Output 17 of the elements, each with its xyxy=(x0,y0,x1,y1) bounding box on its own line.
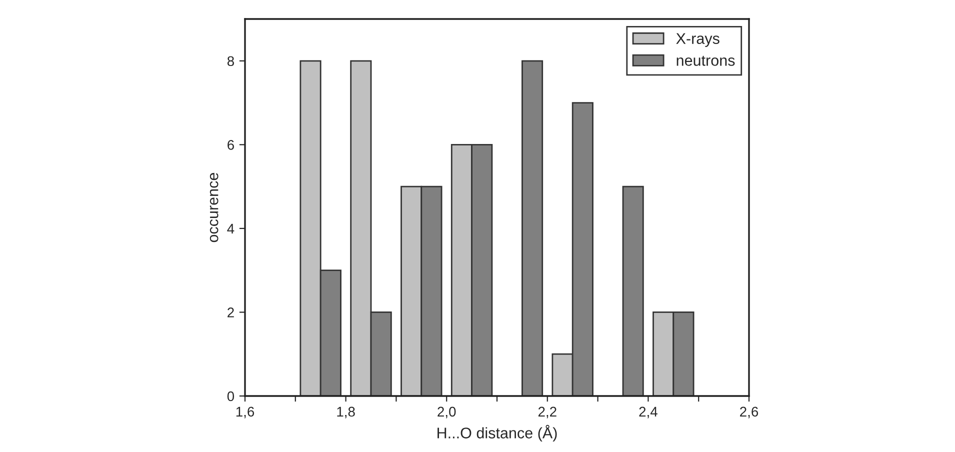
x-tick-label: 2,0 xyxy=(438,406,456,418)
legend-label: neutrons xyxy=(676,56,735,66)
y-tick-label: 4 xyxy=(227,224,234,234)
legend-label: X-rays xyxy=(676,33,720,47)
x-tick-label: 2,6 xyxy=(740,406,758,418)
bar xyxy=(522,60,544,396)
bar xyxy=(622,186,644,396)
x-tick-label: 2,2 xyxy=(538,406,556,418)
x-tick-label: 1,6 xyxy=(236,406,254,418)
y-tick-label: 6 xyxy=(228,140,234,150)
x-tick-label: 2,4 xyxy=(639,406,658,418)
y-axis-title: occurence xyxy=(210,172,218,242)
y-tick-label: 8 xyxy=(227,56,234,66)
x-tick-label: 1,8 xyxy=(337,406,355,418)
y-tick-label: 0 xyxy=(227,391,234,402)
y-tick-label: 2 xyxy=(228,308,234,318)
x-axis-title: H...O distance (Å) xyxy=(438,424,557,442)
